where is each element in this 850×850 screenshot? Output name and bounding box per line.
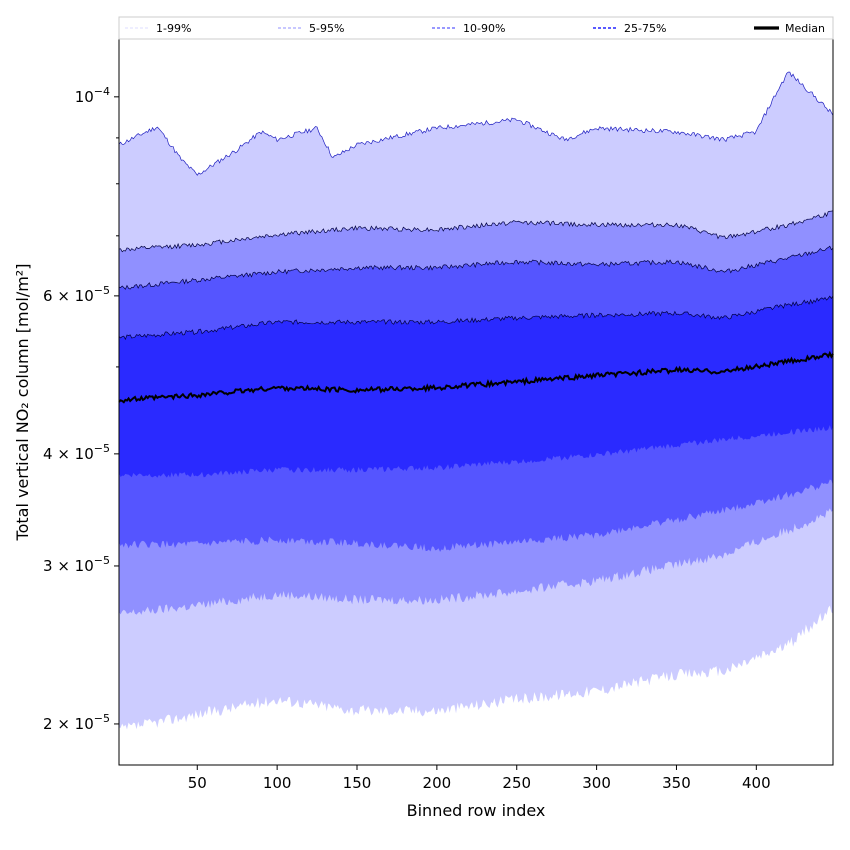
x-tick-label: 400 <box>742 774 771 792</box>
legend-label: Median <box>785 22 825 35</box>
x-tick-label: 250 <box>502 774 531 792</box>
x-tick-label: 100 <box>263 774 292 792</box>
legend-label: 5-95% <box>309 22 344 35</box>
legend-label: 25-75% <box>624 22 666 35</box>
band-upper-line-1-99% <box>118 71 834 176</box>
x-tick-label: 300 <box>582 774 611 792</box>
percentile-bands <box>118 71 834 730</box>
x-axis-label: Binned row index <box>407 801 546 820</box>
y-tick-label: 10−4 <box>75 85 110 106</box>
median-line <box>118 350 834 404</box>
y-axis: 10−4 6 × 10−5 4 × 10−5 3 × 10−5 2 × 10−5 <box>43 85 119 733</box>
y-tick-label: 2 × 10−5 <box>43 712 110 733</box>
x-tick-label: 50 <box>188 774 207 792</box>
x-axis: 50 100 150 200 250 300 350 400 <box>188 765 771 792</box>
band-upper-line-25-75% <box>118 295 834 341</box>
y-tick-label: 4 × 10−5 <box>43 442 110 463</box>
band-25-75% <box>119 295 833 478</box>
x-tick-label: 150 <box>343 774 372 792</box>
y-axis-label: Total vertical NO₂ column [mol/m²] <box>13 264 32 542</box>
y-tick-label: 6 × 10−5 <box>43 284 110 305</box>
legend-label: 10-90% <box>463 22 505 35</box>
band-upper-line-10-90% <box>118 245 834 290</box>
legend: 1-99% 5-95% 10-90% 25-75% Median <box>118 16 834 40</box>
band-upper-line-5-95% <box>118 210 834 253</box>
median-line-group <box>118 350 834 404</box>
legend-label: 1-99% <box>156 22 191 35</box>
y-tick-label: 3 × 10−5 <box>43 554 110 575</box>
legend-frame <box>118 16 834 40</box>
x-tick-label: 350 <box>662 774 691 792</box>
x-tick-label: 200 <box>423 774 452 792</box>
